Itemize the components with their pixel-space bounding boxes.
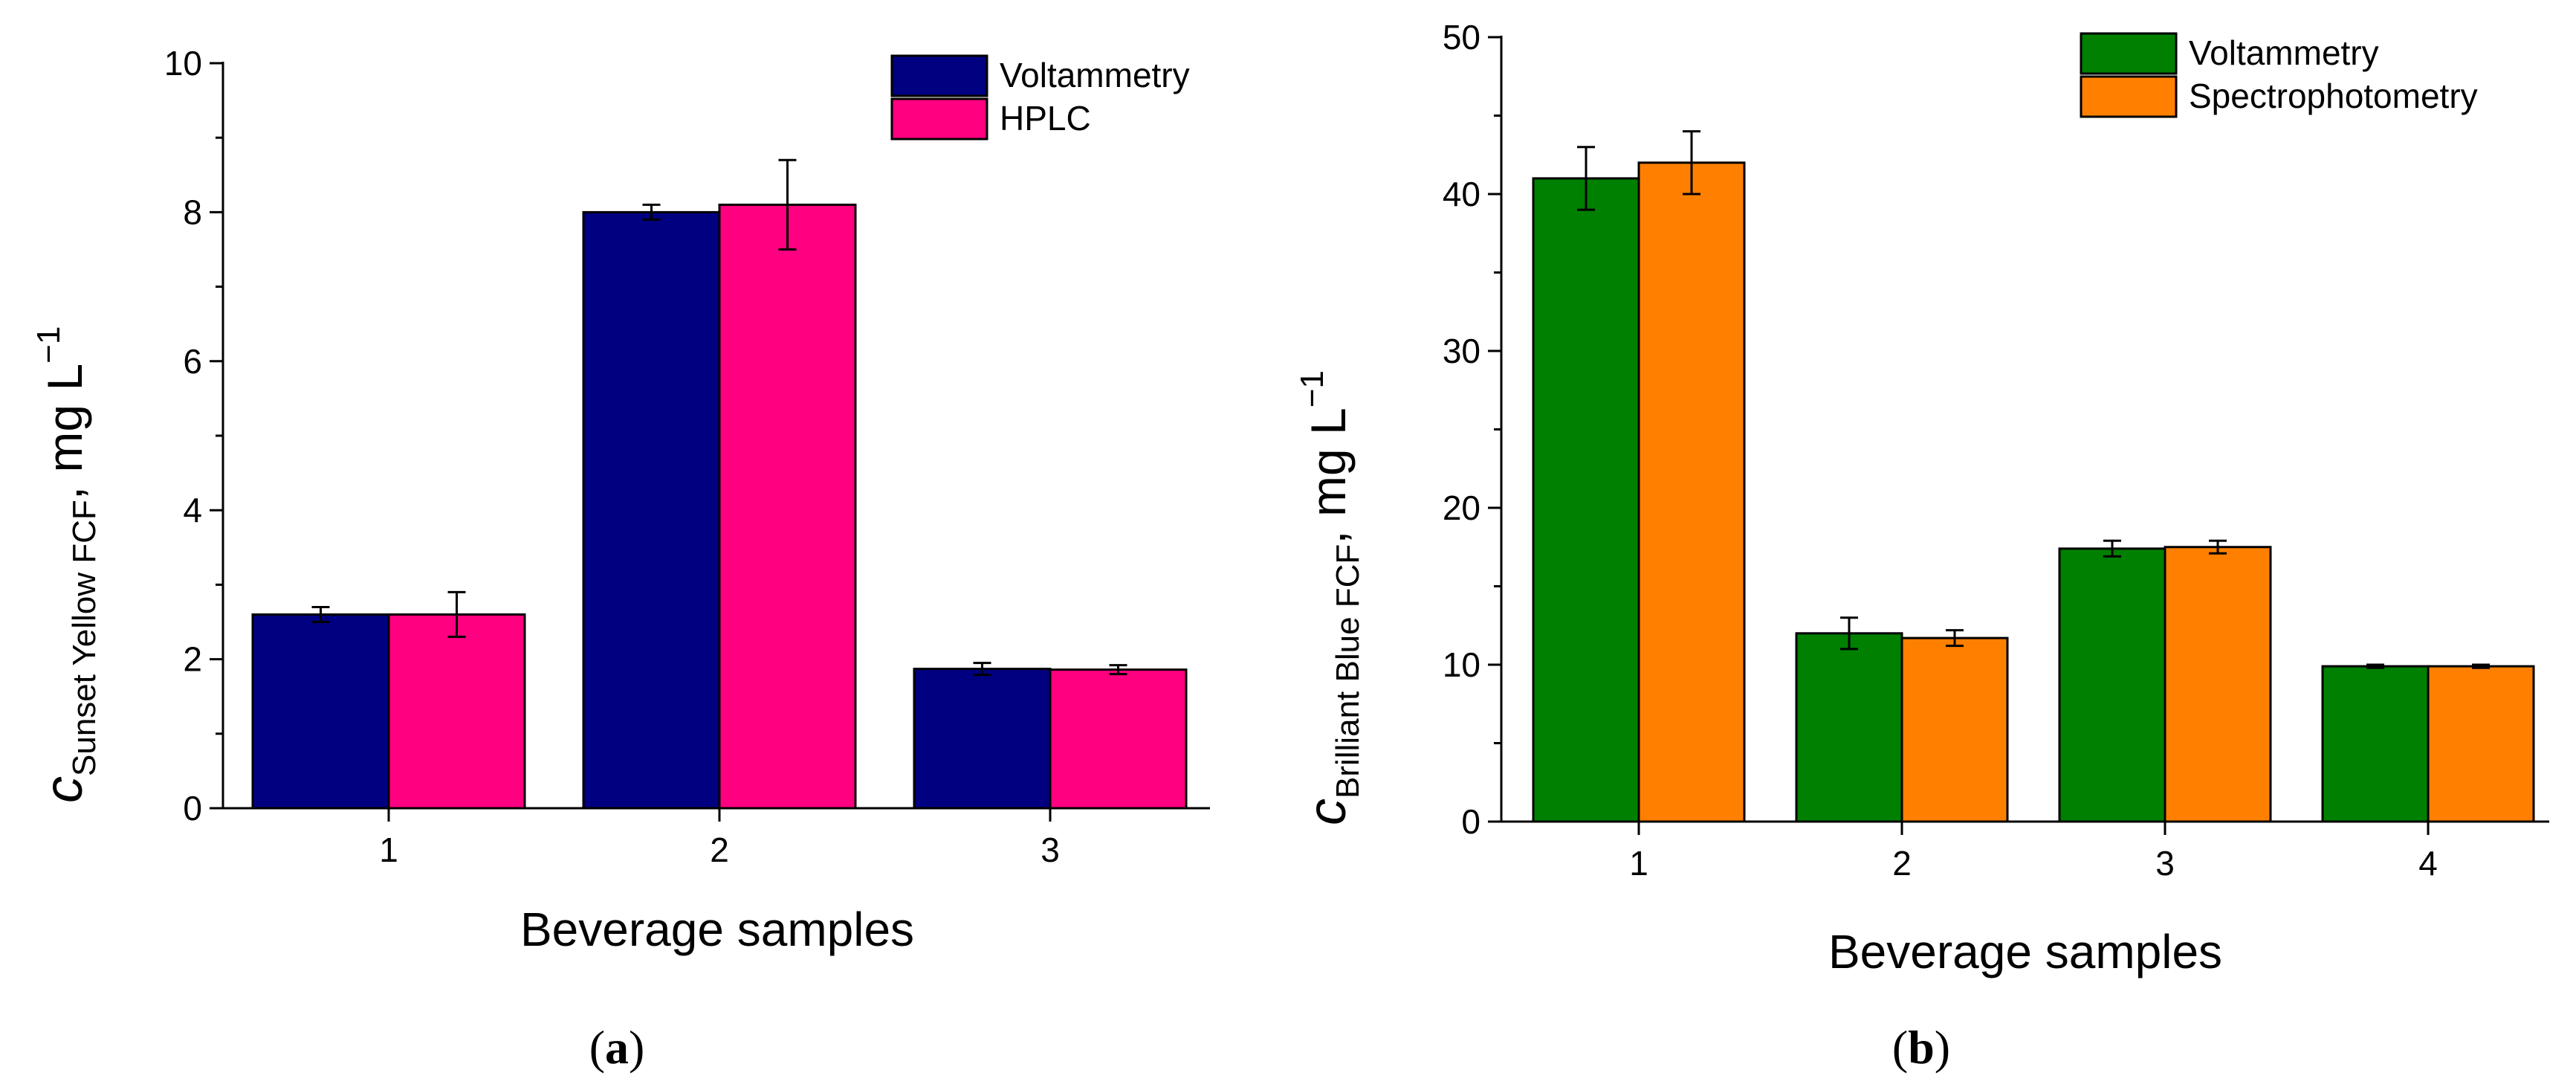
bar-spectrophotometry-2 [1900,636,2009,823]
y-axis-unit: , mg L [1301,407,1356,544]
bar-spectrophotometry-4 [2427,665,2535,823]
legend: Voltammetry HPLC [890,54,1190,141]
y-tick-label: 4 [183,491,202,529]
y-axis-superscript: −1 [30,326,67,364]
bar-voltammetry-1 [251,613,390,810]
y-axis-symbol: c [34,776,94,803]
y-tick-label: 20 [1443,488,1480,527]
bar-voltammetry-2 [582,210,721,810]
y-axis-symbol: c [1298,799,1357,825]
y-tick-label: 0 [1461,802,1480,841]
svg-text:cSunset Yellow FCF, mg L−1: cSunset Yellow FCF, mg L−1 [30,326,103,803]
y-tick-label: 6 [183,342,202,381]
svg-text:cBrilliant Blue FCF, mg L−1: cBrilliant Blue FCF, mg L−1 [1294,370,1366,825]
legend-label-hplc: HPLC [1000,99,1091,138]
x-tick-label: 3 [1041,831,1060,869]
x-tick-label: 2 [710,831,729,869]
x-tick-label: 1 [379,831,398,869]
legend-swatch-voltammetry [890,54,988,97]
bar-voltammetry-4 [2321,665,2430,823]
y-tick-label: 8 [183,193,202,231]
x-axis-title: Beverage samples [520,903,914,956]
bar-spectrophotometry-1 [1637,161,1746,823]
y-axis-superscript: −1 [1294,370,1330,407]
y-tick-label: 10 [1443,645,1480,684]
x-tick-label: 3 [2155,844,2175,883]
legend: Voltammetry Spectrophotometry [2080,32,2478,118]
bar-hplc-2 [718,203,857,810]
bar-voltammetry-1 [1532,177,1640,823]
y-axis-unit: , mg L [37,364,92,500]
bar-hplc-3 [1049,668,1188,810]
legend-swatch-voltammetry [2080,32,2178,75]
x-tick-label: 1 [1629,844,1648,883]
bar-voltammetry-3 [913,668,1052,810]
bars-group [251,203,1188,810]
bars-group [1532,161,2535,823]
error-bars-group [311,158,1127,677]
axes-group: 1 2 3 0 2 4 6 8 10 [164,44,1210,869]
chart-panel-a: 1 2 3 0 2 4 6 8 10 Voltammetry HPLC Beverage samp… [30,44,1210,1074]
x-tick-label: 4 [2418,844,2438,883]
y-axis-title: cBrilliant Blue FCF, mg L−1 [1294,370,1366,825]
legend-label-voltammetry: Voltammetry [1000,56,1190,94]
y-axis-subscript: Brilliant Blue FCF [1330,544,1366,799]
legend-label-spectrophotometry: Spectrophotometry [2189,77,2478,115]
error-bars-group [1577,130,2490,669]
panel-label-b: (b) [1892,1021,1950,1074]
bar-voltammetry-2 [1795,632,1903,823]
legend-swatch-hplc [890,97,988,141]
y-tick-label: 40 [1443,175,1480,213]
bar-spectrophotometry-3 [2164,546,2272,823]
y-axis-subscript: Sunset Yellow FCF [66,500,103,776]
legend-label-voltammetry: Voltammetry [2189,33,2379,72]
legend-swatch-spectrophotometry [2080,75,2178,118]
y-axis-title: cSunset Yellow FCF, mg L−1 [30,326,103,803]
y-tick-label: 2 [183,640,202,679]
bar-voltammetry-3 [2058,547,2166,823]
x-axis-title: Beverage samples [1828,925,2222,978]
y-tick-label: 50 [1443,18,1480,57]
bar-hplc-1 [387,613,526,810]
x-tick-label: 2 [1892,844,1912,883]
panel-label-a: (a) [589,1021,645,1074]
y-tick-label: 30 [1443,332,1480,370]
y-tick-label: 10 [164,44,202,83]
y-tick-label: 0 [183,789,202,828]
